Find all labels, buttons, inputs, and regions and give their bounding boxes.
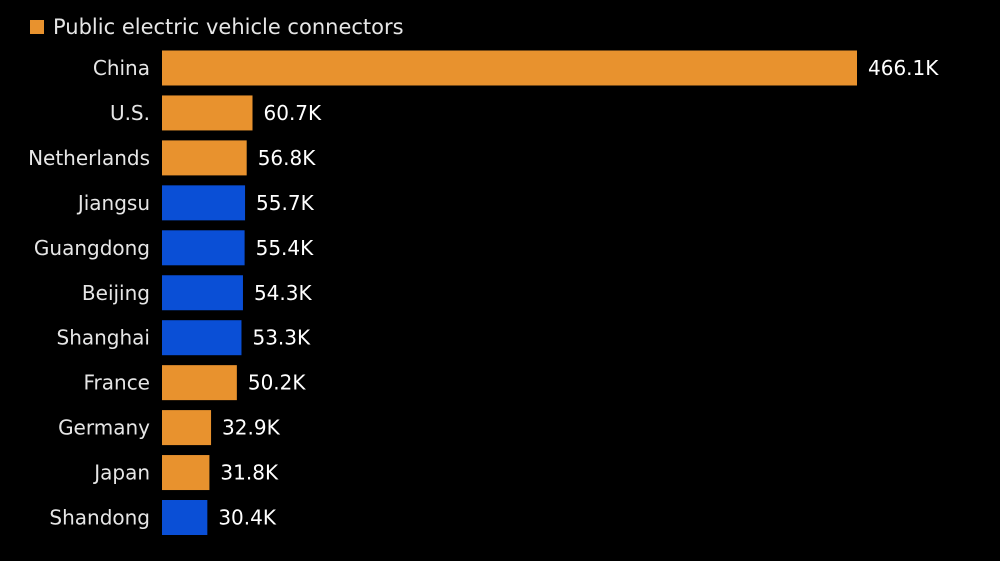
category-label: Beijing xyxy=(82,281,150,305)
value-label: 56.8K xyxy=(258,146,317,170)
value-label: 53.3K xyxy=(252,326,311,350)
category-label: Netherlands xyxy=(28,146,150,170)
value-label: 32.9K xyxy=(222,416,281,440)
category-label: Shandong xyxy=(49,506,150,530)
category-label: Jiangsu xyxy=(76,191,150,215)
legend: Public electric vehicle connectors xyxy=(30,14,404,40)
legend-swatch xyxy=(30,20,44,34)
value-label: 54.3K xyxy=(254,281,313,305)
value-label: 55.4K xyxy=(256,236,315,260)
value-label: 466.1K xyxy=(868,56,939,80)
category-label: Germany xyxy=(58,416,150,440)
bar xyxy=(162,95,253,131)
bar xyxy=(162,500,208,535)
bar xyxy=(162,320,242,356)
category-label: Japan xyxy=(92,461,150,485)
value-label: 50.2K xyxy=(248,371,307,395)
category-label: U.S. xyxy=(110,101,150,125)
bar xyxy=(162,275,243,311)
bar xyxy=(162,455,210,491)
bar xyxy=(162,185,246,221)
category-label: Shanghai xyxy=(57,326,151,350)
bar xyxy=(162,50,857,86)
bar xyxy=(162,140,247,176)
legend-label: Public electric vehicle connectors xyxy=(53,15,404,39)
value-label: 55.7K xyxy=(256,191,315,215)
value-label: 60.7K xyxy=(264,101,323,125)
value-label: 31.8K xyxy=(220,461,279,485)
bar xyxy=(162,230,245,266)
bar xyxy=(162,410,212,446)
category-label: Guangdong xyxy=(34,236,150,260)
category-label: China xyxy=(93,56,150,80)
category-label: France xyxy=(83,371,150,395)
bar xyxy=(162,365,237,401)
value-label: 30.4K xyxy=(218,506,277,530)
